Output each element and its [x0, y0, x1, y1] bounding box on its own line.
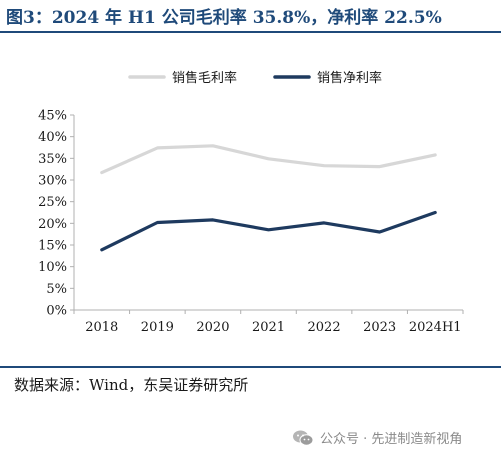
y-tick-label: 15%: [38, 239, 67, 254]
y-tick-label: 0%: [46, 304, 67, 319]
x-tick-label: 2021: [252, 320, 285, 335]
y-tick-label: 30%: [38, 174, 67, 189]
y-tick-label: 20%: [38, 217, 67, 232]
x-tick-label: 2020: [196, 320, 229, 335]
x-tick-label: 2019: [141, 320, 174, 335]
source-divider: [0, 366, 501, 368]
y-tick-label: 5%: [46, 282, 67, 297]
x-tick-label: 2024H1: [409, 320, 462, 335]
x-tick-label: 2023: [363, 320, 396, 335]
legend-label: 销售净利率: [317, 70, 382, 86]
series-line-gross-margin: [100, 144, 437, 175]
y-tick-label: 45%: [38, 109, 67, 124]
watermark: 公众号 · 先进制造新视角: [292, 428, 462, 447]
source-note: 数据来源：Wind，东吴证券研究所: [14, 376, 249, 394]
x-tick-label: 2022: [308, 320, 341, 335]
wechat-icon: [293, 430, 314, 446]
legend-label: 销售毛利率: [172, 70, 237, 86]
y-tick-label: 35%: [38, 152, 67, 167]
y-tick-label: 10%: [38, 260, 67, 275]
title-divider: [0, 31, 501, 33]
y-tick-label: 40%: [38, 130, 67, 145]
line-chart: 销售毛利率 销售净利率 0% 5% 10% 15% 20% 25% 30% 35% 40% 45% 20…: [38, 70, 464, 335]
y-tick-label: 25%: [38, 195, 67, 210]
chart-title: 图3：2024 年 H1 公司毛利率 35.8%，净利率 22.5%: [6, 8, 442, 28]
title-bar: 图3：2024 年 H1 公司毛利率 35.8%，净利率 22.5%: [0, 0, 501, 30]
x-tick-label: 2018: [85, 320, 118, 335]
series-line-net-margin: [100, 210, 437, 252]
watermark-text: 公众号 · 先进制造新视角: [320, 432, 463, 447]
